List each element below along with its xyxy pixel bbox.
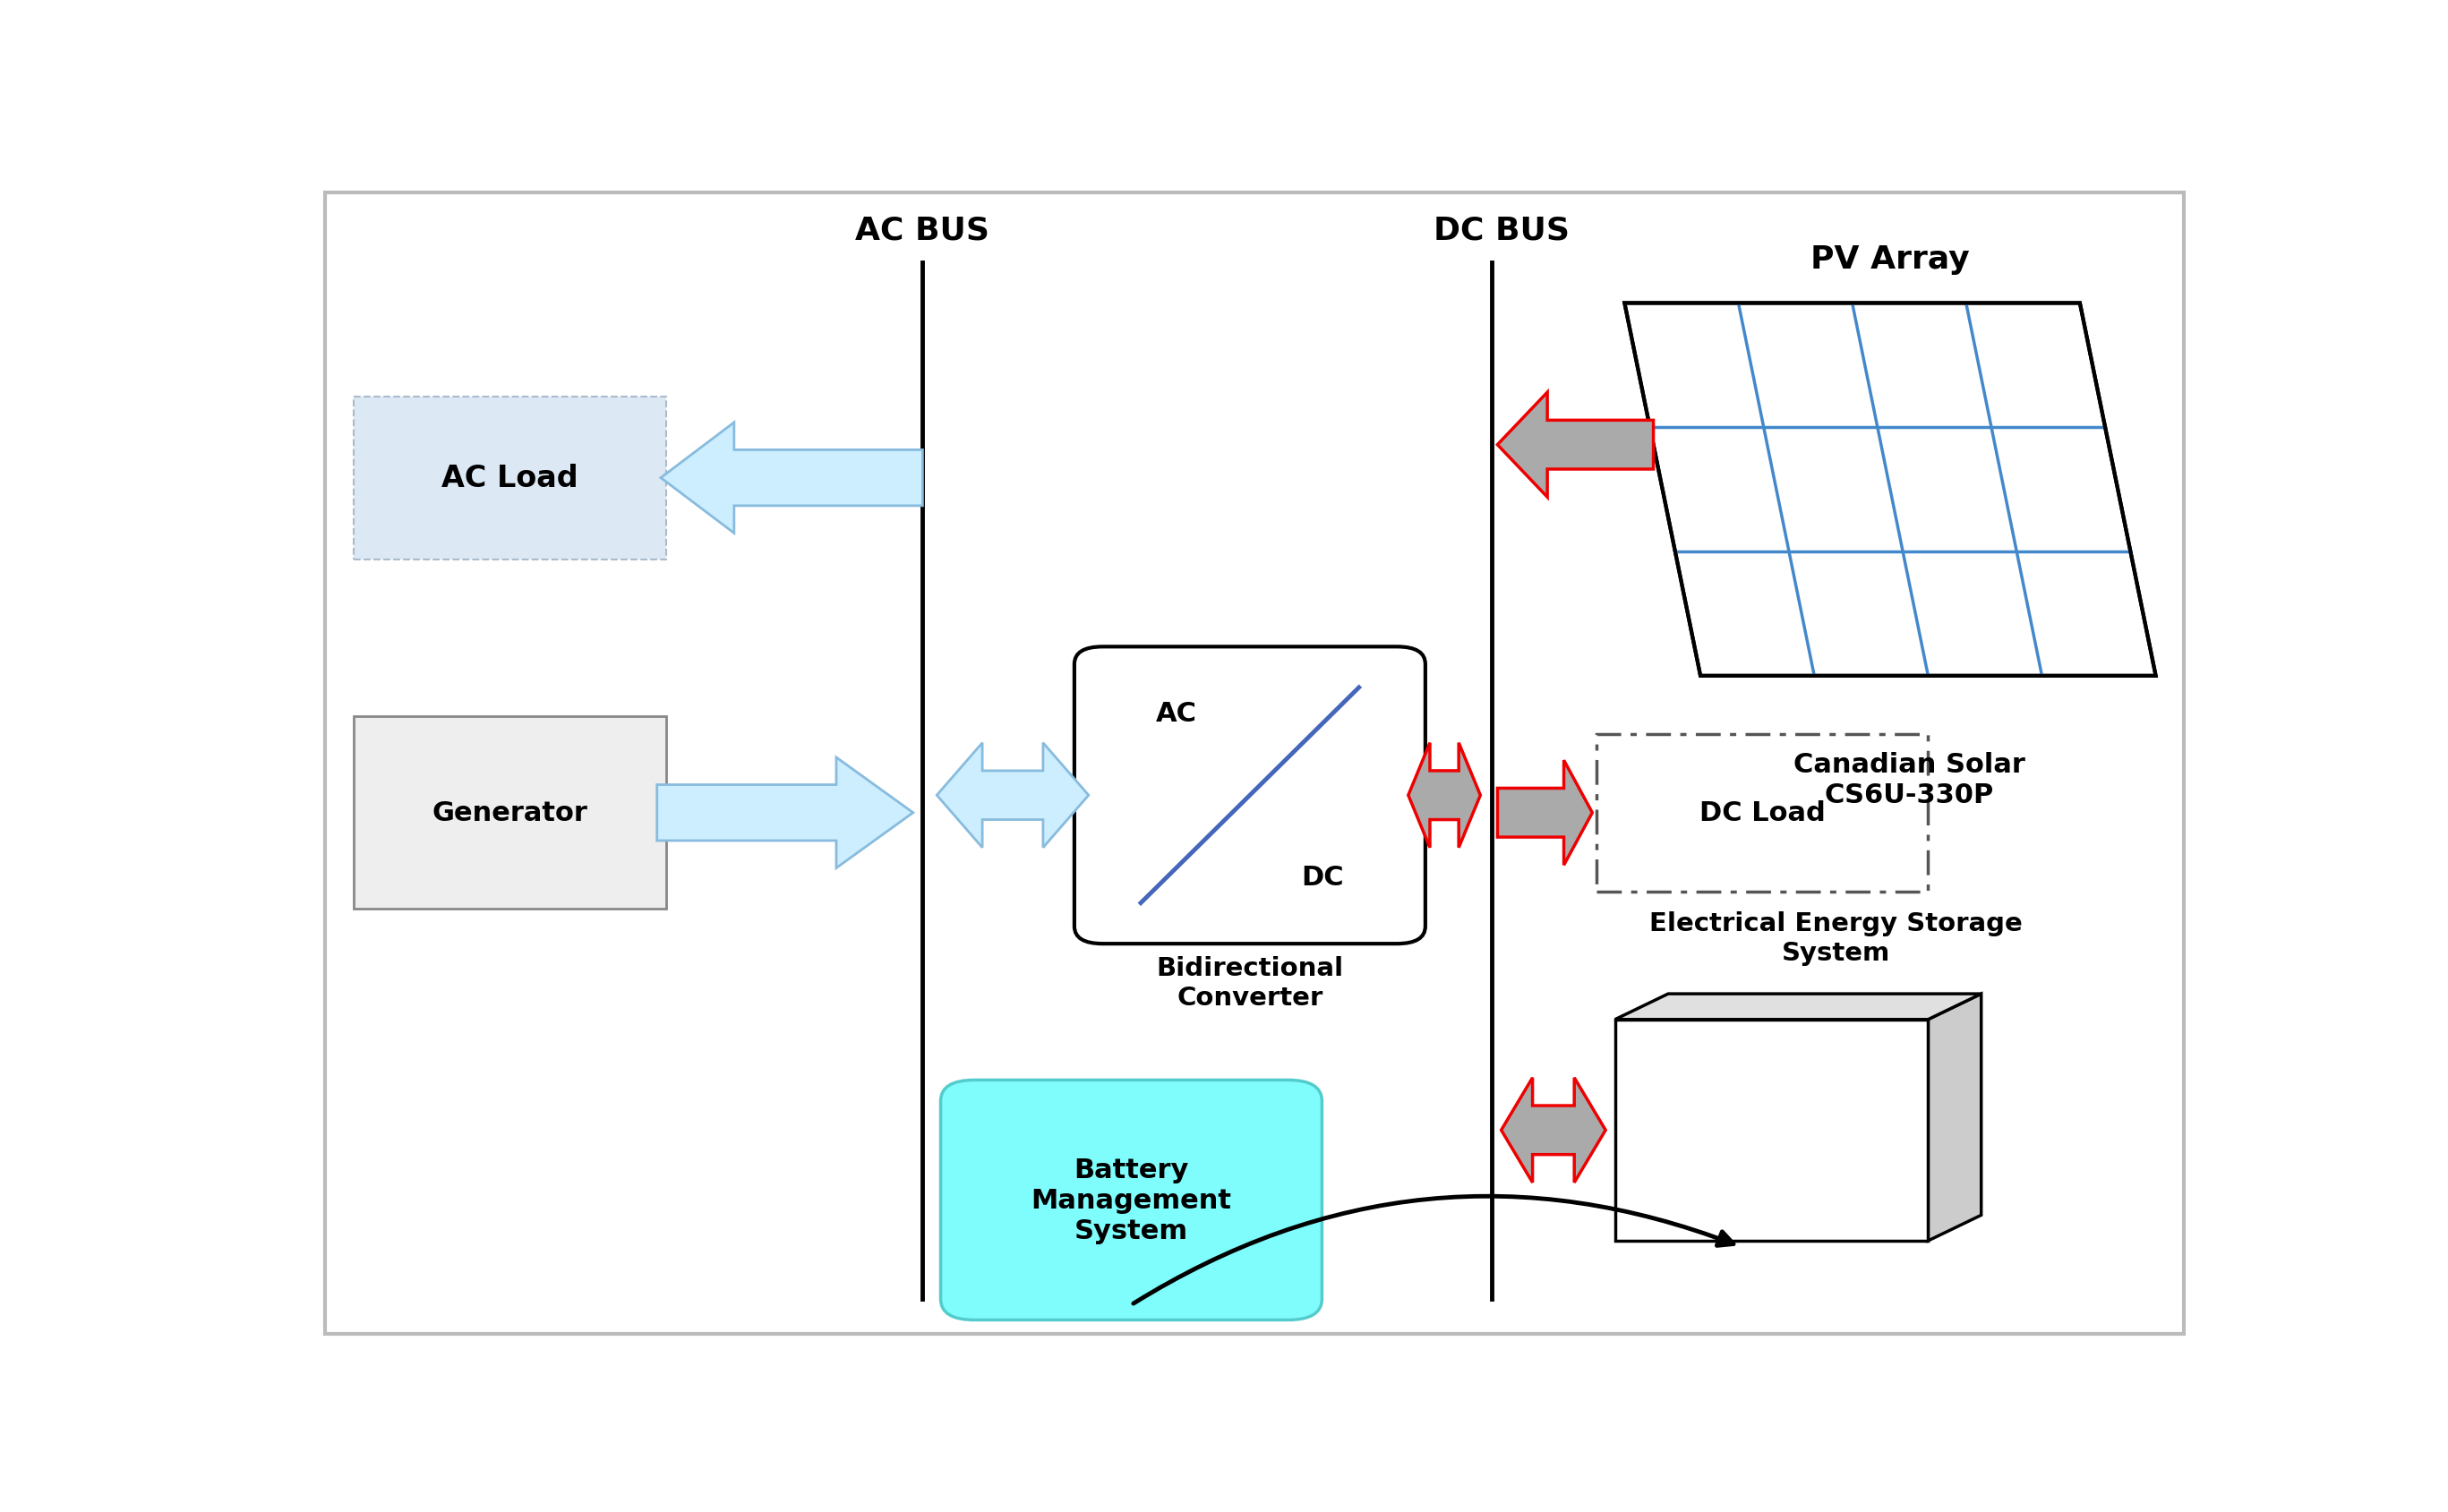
Text: DC BUS: DC BUS <box>1432 215 1569 245</box>
Polygon shape <box>1625 304 2157 676</box>
Text: Battery
Management
System: Battery Management System <box>1031 1157 1231 1243</box>
FancyBboxPatch shape <box>326 194 2184 1334</box>
Text: PV Array: PV Array <box>1812 243 1971 275</box>
Text: Canadian Solar
CS6U-330P: Canadian Solar CS6U-330P <box>1794 751 2024 807</box>
FancyBboxPatch shape <box>353 717 666 909</box>
Text: AC BUS: AC BUS <box>854 215 989 245</box>
Text: DC: DC <box>1302 865 1344 891</box>
Polygon shape <box>1408 744 1481 848</box>
Polygon shape <box>938 744 1089 848</box>
Text: DC Load: DC Load <box>1699 800 1826 826</box>
FancyBboxPatch shape <box>1075 647 1425 943</box>
Polygon shape <box>1498 393 1652 497</box>
Text: EESS: EESS <box>1733 1117 1809 1143</box>
Text: AC: AC <box>1155 700 1197 726</box>
Polygon shape <box>1929 993 1980 1241</box>
FancyBboxPatch shape <box>353 396 666 559</box>
Text: Electrical Energy Storage
System: Electrical Energy Storage System <box>1650 910 2022 965</box>
Text: Generator: Generator <box>433 800 588 826</box>
Polygon shape <box>661 423 923 534</box>
Text: AC Load: AC Load <box>441 464 578 493</box>
FancyBboxPatch shape <box>940 1080 1322 1320</box>
Polygon shape <box>1498 761 1591 865</box>
Polygon shape <box>1616 1019 1929 1241</box>
Polygon shape <box>1501 1078 1606 1182</box>
Polygon shape <box>1616 993 1980 1019</box>
Text: Bidirectional
Converter: Bidirectional Converter <box>1155 956 1344 1010</box>
Polygon shape <box>656 758 913 868</box>
